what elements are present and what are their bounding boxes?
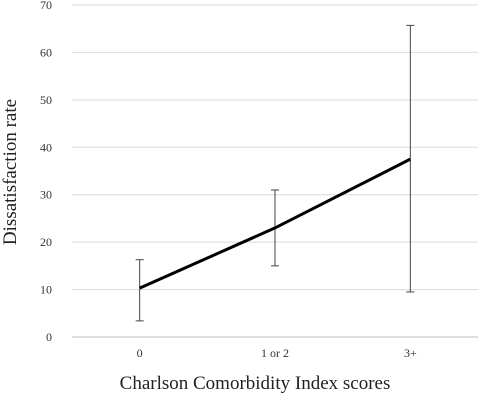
y-tick-label: 0 xyxy=(46,330,52,344)
x-tick-label: 1 or 2 xyxy=(261,346,289,360)
y-tick-label: 20 xyxy=(40,235,52,249)
x-tick-label: 3+ xyxy=(404,346,417,360)
x-tick-label: 0 xyxy=(137,346,143,360)
y-tick-labels: 0 10 20 30 40 50 60 70 xyxy=(40,0,52,344)
x-axis-title: Charlson Comorbidity Index scores xyxy=(120,373,391,394)
series-layer xyxy=(139,157,412,290)
y-tick-label: 60 xyxy=(40,45,52,59)
x-tick-labels: 0 1 or 2 3+ xyxy=(137,346,417,360)
y-axis-title: Dissatisfaction rate xyxy=(0,99,21,245)
error-bars xyxy=(135,24,415,322)
y-tick-label: 40 xyxy=(40,140,52,154)
y-tick-label: 30 xyxy=(40,188,52,202)
y-tick-label: 50 xyxy=(40,93,52,107)
y-tick-label: 10 xyxy=(40,283,52,297)
y-tick-label: 70 xyxy=(40,0,52,12)
series-line xyxy=(139,157,412,290)
